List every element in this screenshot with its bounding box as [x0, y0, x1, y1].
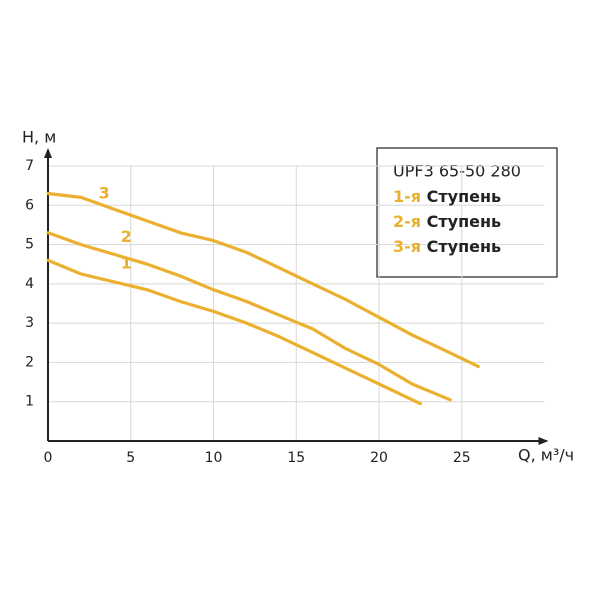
legend-title: UPF3 65-50 280	[393, 162, 521, 181]
x-axis-arrow	[538, 437, 549, 445]
series-line	[46, 258, 422, 406]
y-tick-label: 5	[25, 237, 34, 253]
curve-label: 2	[121, 227, 132, 246]
curve-label: 1	[121, 253, 132, 272]
x-tick-label: 0	[44, 450, 53, 466]
y-axis-arrow	[44, 148, 52, 158]
legend-box	[376, 147, 558, 278]
x-tick-label: 25	[453, 450, 471, 466]
y-tick-label: 2	[25, 354, 34, 370]
legend-entry: 3-я Ступень	[393, 237, 501, 256]
curve-label: 3	[99, 184, 110, 203]
x-tick-label: 20	[370, 450, 388, 466]
x-tick-label: 10	[205, 450, 223, 466]
y-tick-label: 7	[25, 158, 34, 174]
y-tick-label: 6	[25, 197, 34, 213]
legend-entry: 1-я Ступень	[393, 187, 501, 206]
grid	[48, 165, 545, 441]
y-axis-label: H, м	[22, 128, 56, 147]
y-tick-label: 3	[25, 315, 34, 331]
legend-entry: 2-я Ступень	[393, 212, 501, 231]
x-tick-label: 15	[287, 450, 305, 466]
y-tick-label: 4	[25, 276, 34, 292]
series-line	[46, 231, 452, 402]
y-tick-label: 1	[25, 394, 34, 410]
x-tick-label: 5	[126, 450, 135, 466]
series-line	[46, 191, 480, 368]
x-axis-label: Q, м³/ч	[518, 446, 574, 465]
